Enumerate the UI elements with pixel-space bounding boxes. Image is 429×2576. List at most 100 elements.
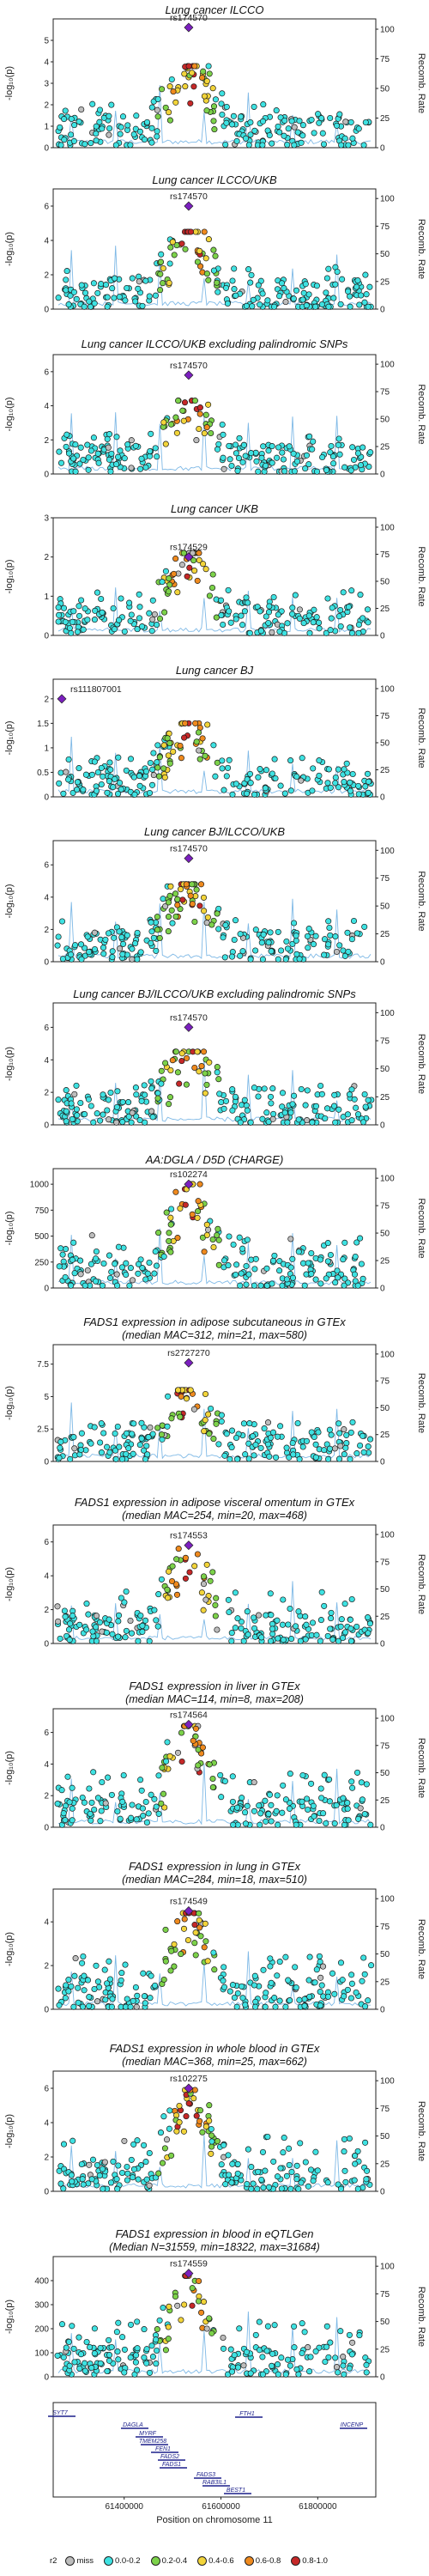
snp-point — [257, 1810, 264, 1817]
snp-point — [75, 623, 82, 630]
snp-point — [78, 2160, 85, 2168]
panel-subtitle: (Median N=31559, min=18322, max=31684) — [109, 2241, 320, 2253]
snp-point — [265, 1811, 272, 1818]
snp-point — [234, 1455, 241, 1462]
snp-point — [362, 2139, 369, 2146]
snp-point — [168, 2152, 175, 2159]
snp-point — [274, 1433, 281, 1440]
snp-point — [122, 1961, 129, 1968]
snp-point — [136, 773, 142, 780]
lead-snp-diamond — [184, 22, 194, 33]
snp-point — [105, 444, 112, 451]
snp-point — [332, 2354, 339, 2361]
snp-point — [60, 2185, 67, 2192]
snp-point — [214, 446, 221, 453]
snp-point — [284, 620, 291, 627]
snp-point — [162, 440, 169, 447]
snp-point — [170, 88, 177, 95]
recomb-tick-label: 25 — [380, 2345, 390, 2354]
snp-point — [121, 455, 128, 462]
snp-point — [119, 1119, 126, 1126]
snp-point — [197, 881, 205, 888]
snp-point — [166, 760, 173, 767]
snp-point — [140, 1970, 147, 1977]
recomb-tick-label: 75 — [380, 2290, 390, 2300]
snp-point — [112, 1455, 119, 1462]
snp-point — [160, 280, 166, 287]
snp-point — [224, 300, 231, 307]
snp-point — [69, 2323, 76, 2330]
snp-point — [337, 301, 344, 307]
snp-point — [269, 459, 275, 466]
snp-point — [284, 142, 291, 149]
snp-point — [353, 930, 360, 937]
snp-point — [328, 1431, 335, 1438]
snp-point — [132, 298, 139, 305]
snp-point — [106, 2352, 113, 2359]
snp-point — [260, 1966, 267, 1973]
recomb-tick-label: 100 — [380, 523, 395, 532]
snp-point — [275, 1821, 281, 1828]
snp-point — [273, 107, 280, 114]
snp-point — [260, 931, 267, 938]
snp-point — [128, 1630, 136, 1637]
snp-point — [233, 450, 239, 457]
snp-point — [180, 2128, 187, 2135]
snp-point — [99, 1778, 106, 1786]
snp-point — [282, 956, 289, 963]
snp-point — [330, 295, 337, 301]
snp-point — [88, 1799, 95, 1806]
y-tick-label: 0 — [44, 306, 49, 315]
snp-point — [190, 557, 197, 564]
snp-point — [146, 2182, 153, 2189]
snp-point — [87, 1810, 94, 1817]
snp-point — [362, 783, 369, 790]
snp-point — [100, 1111, 106, 1118]
snp-point — [142, 464, 149, 471]
snp-point — [94, 1978, 101, 1985]
snp-point — [124, 441, 131, 448]
snp-point — [200, 894, 208, 901]
snp-point — [243, 594, 250, 601]
snp-point — [181, 70, 188, 77]
snp-point — [232, 1625, 239, 1631]
snp-point — [55, 1618, 62, 1625]
snp-point — [337, 1443, 344, 1449]
snp-point — [85, 1611, 92, 1618]
recomb-tick-label: 75 — [380, 1558, 390, 1567]
snp-point — [313, 283, 320, 289]
snp-point — [191, 918, 198, 926]
snp-point — [160, 2305, 166, 2312]
snp-point — [208, 2132, 215, 2139]
snp-point — [153, 1803, 160, 1810]
recomb-rate-line — [57, 587, 372, 634]
snp-point — [166, 117, 173, 124]
snp-point — [312, 1441, 319, 1448]
snp-point — [93, 1248, 100, 1255]
snp-point — [250, 1433, 257, 1440]
snp-point — [341, 2371, 347, 2378]
snp-point — [350, 917, 358, 925]
snp-point — [335, 1455, 343, 1462]
snp-point — [219, 765, 226, 772]
gene-label: RAB3IL1 — [202, 2480, 227, 2486]
snp-point — [149, 1114, 156, 1121]
y-axis-label: -log₁₀(p) — [4, 1932, 15, 1966]
snp-point — [81, 1987, 88, 1994]
snp-point — [316, 619, 323, 626]
snp-point — [113, 434, 120, 440]
snp-point — [222, 284, 230, 291]
snp-point — [196, 902, 203, 909]
snp-point — [285, 1977, 292, 1984]
snp-point — [209, 1569, 216, 1576]
snp-point — [65, 756, 72, 763]
y-tick-label: 0 — [44, 1285, 49, 1294]
snp-point — [354, 1111, 362, 1118]
snp-point — [118, 1970, 125, 1977]
snp-point — [297, 2140, 304, 2147]
snp-point — [290, 295, 297, 302]
snp-point — [269, 1257, 277, 1264]
snp-point — [226, 442, 233, 449]
snp-point — [245, 142, 252, 149]
snp-point — [265, 939, 272, 946]
